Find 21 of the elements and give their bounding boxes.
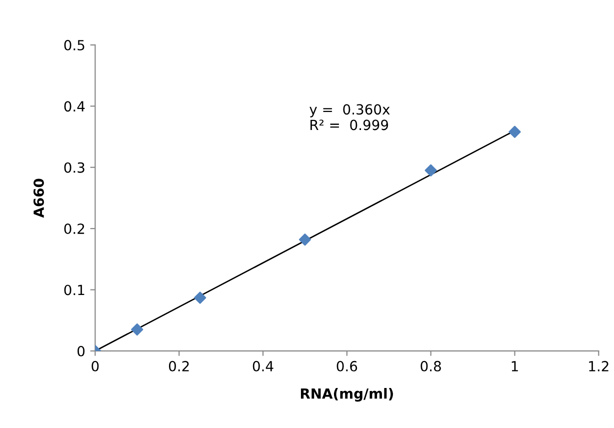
y-tick-label: 0.3 (64, 162, 84, 173)
point (508, 126, 521, 138)
point (131, 323, 144, 336)
x-axis-title: RNA(mg/ml) (300, 388, 393, 402)
x-tick-label: 0.8 (420, 360, 441, 372)
x-tick-label: 0.6 (336, 360, 358, 372)
x-tick-label: 0.4 (252, 360, 274, 372)
point (298, 233, 312, 246)
x-tick-label: 0.2 (168, 360, 189, 372)
y-tick-label: 0.1 (64, 284, 84, 296)
y-tick-label: 0.5 (64, 40, 84, 50)
y-tick-label: 0.4 (64, 101, 85, 112)
y-axis-title: A660 (33, 178, 44, 218)
point (424, 164, 437, 176)
y-tick-label: 0 (78, 346, 85, 356)
annotation: y = 0.360x R² = 0.999 (310, 104, 390, 130)
y-tick-label: 0.2 (64, 224, 84, 234)
point (194, 292, 206, 304)
x-tick-label: 0 (92, 360, 99, 372)
x-tick-label: 1.2 (589, 360, 608, 372)
x-tick-label: 1 (512, 361, 518, 372)
